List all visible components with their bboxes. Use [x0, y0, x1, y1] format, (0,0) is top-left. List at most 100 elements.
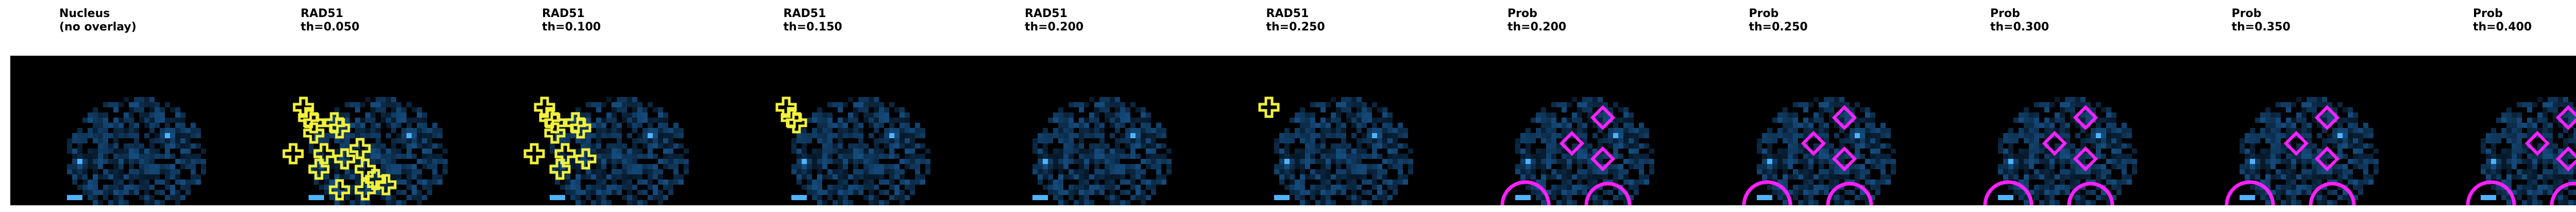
nucleus-pixel	[2044, 180, 2049, 185]
nucleus-pixel	[679, 128, 684, 133]
nucleus-pixel	[349, 190, 355, 195]
nucleus-pixel	[1782, 123, 1788, 128]
panel-image	[251, 56, 494, 205]
nucleus-pixel	[1146, 149, 1151, 154]
nucleus-pixel	[1289, 138, 1295, 143]
nucleus-pixel	[2270, 164, 2276, 169]
nucleus-pixel	[1325, 169, 1331, 174]
nucleus-pixel	[1587, 180, 1592, 185]
nucleus-pixel	[2049, 154, 2055, 159]
nucleus-pixel	[175, 118, 180, 123]
nucleus-pixel	[134, 107, 139, 112]
nucleus-pixel	[375, 133, 381, 138]
nucleus-pixel	[1048, 164, 1053, 169]
nucleus-pixel	[2512, 154, 2517, 159]
nucleus-pixel	[914, 154, 920, 159]
nucleus-pixel	[1146, 133, 1151, 138]
nucleus-pixel	[1567, 159, 1572, 164]
nucleus-pixel	[2275, 128, 2281, 133]
nucleus-pixel	[2065, 143, 2070, 149]
nucleus-pixel	[601, 190, 606, 195]
nucleus-pixel	[1136, 154, 1141, 159]
nucleus-pixel	[822, 123, 827, 128]
nucleus-pixel	[1551, 195, 1556, 200]
nucleus-pixel	[1885, 159, 1891, 164]
nucleus-pixel	[2111, 149, 2116, 154]
nucleus-pixel	[1299, 118, 1305, 123]
nucleus-pixel	[2548, 190, 2553, 195]
nucleus-pixel	[175, 128, 180, 133]
panel-title-line2: th=0.400	[2473, 21, 2532, 34]
nucleus-pixel	[668, 159, 673, 164]
nucleus-pixel	[1392, 185, 1398, 190]
nucleus-pixel	[1325, 164, 1331, 169]
nucleus-pixel	[1048, 190, 1053, 195]
nucleus-pixel	[842, 128, 848, 133]
nucleus-pixel	[155, 164, 160, 169]
nucleus-pixel	[2347, 133, 2353, 138]
panel-title-line1: RAD51	[1025, 7, 1067, 20]
nucleus-pixel	[668, 190, 673, 195]
nucleus-pixel	[2352, 143, 2358, 149]
nucleus-pixel	[2368, 159, 2374, 164]
nucleus-pixel	[2363, 133, 2368, 138]
nucleus-pixel	[165, 138, 170, 143]
nucleus-pixel	[1382, 169, 1387, 174]
nucleus-pixel	[1613, 185, 1618, 190]
nucleus-pixel	[421, 195, 427, 200]
nucleus-pixel	[904, 133, 910, 138]
nucleus-pixel	[1330, 133, 1336, 138]
nucleus-pixel	[118, 164, 124, 169]
nucleus-pixel	[811, 195, 817, 200]
nucleus-pixel	[1402, 174, 1408, 180]
nucleus-pixel	[2337, 128, 2343, 133]
nucleus-pixel	[370, 154, 376, 159]
nucleus-pixel	[2034, 118, 2039, 123]
nucleus-pixel	[658, 118, 663, 123]
nucleus-pixel	[2358, 180, 2363, 185]
nucleus-pixel	[1546, 190, 1551, 195]
nucleus-pixel	[1320, 185, 1326, 190]
rad51-spot	[354, 158, 376, 180]
nucleus-pixel	[1556, 200, 1562, 205]
nucleus-pixel	[925, 164, 930, 169]
nucleus-pixel	[93, 123, 98, 128]
nucleus-pixel	[2065, 149, 2070, 154]
nucleus-pixel	[601, 154, 606, 159]
nucleus-pixel	[1792, 190, 1798, 195]
nucleus-pixel	[1351, 123, 1357, 128]
nucleus-pixel	[1053, 154, 1058, 159]
nucleus-pixel	[411, 133, 417, 138]
nucleus-pixel	[1089, 118, 1094, 123]
nucleus-pixel	[1613, 143, 1618, 149]
nucleus-pixel	[1582, 123, 1587, 128]
nucleus-pixel	[155, 102, 160, 107]
nucleus-pixel	[1341, 149, 1346, 154]
nucleus-pixel	[82, 154, 88, 159]
nucleus-pixel	[1777, 149, 1783, 154]
nucleus-pixel	[1371, 180, 1377, 185]
nucleus-pixel	[873, 164, 879, 169]
nucleus-pixel	[822, 190, 827, 195]
nucleus-pixel	[1335, 123, 1341, 128]
nucleus-pixel	[1330, 185, 1336, 190]
nucleus-pixel	[904, 138, 910, 143]
nucleus-pixel	[653, 190, 658, 195]
nucleus-pixel	[2034, 174, 2039, 180]
nucleus-pixel	[858, 102, 863, 107]
nucleus-bright-pixel	[67, 195, 82, 200]
nucleus-pixel	[884, 128, 889, 133]
nucleus-pixel	[2024, 169, 2029, 174]
nucleus-pixel	[1130, 195, 1136, 200]
nucleus-pixel	[2543, 159, 2548, 164]
nucleus-pixel	[427, 149, 432, 154]
nucleus-pixel	[2086, 138, 2091, 143]
nucleus-pixel	[632, 164, 637, 169]
nucleus-pixel	[1310, 190, 1315, 195]
nucleus-pixel	[139, 195, 144, 200]
nucleus-pixel	[2321, 159, 2327, 164]
nucleus-pixel	[2060, 107, 2065, 112]
nucleus-pixel	[1099, 123, 1105, 128]
nucleus-pixel	[1058, 164, 1063, 169]
nucleus-pixel	[2296, 118, 2301, 123]
